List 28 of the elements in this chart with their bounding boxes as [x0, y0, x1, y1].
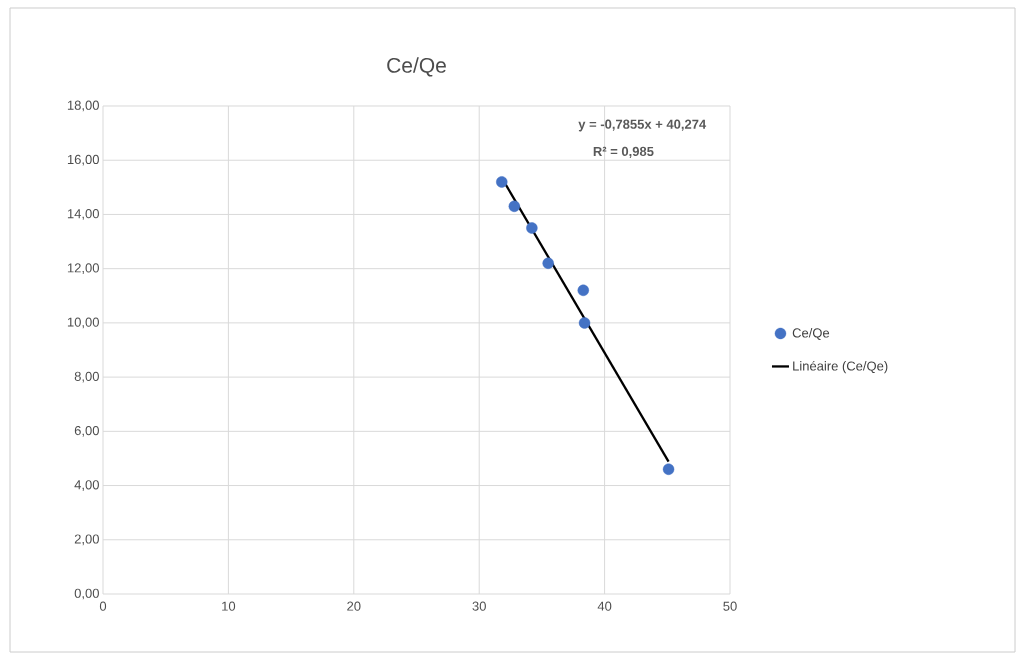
- point: [496, 176, 508, 188]
- point: [508, 200, 521, 213]
- point: [578, 317, 591, 329]
- x-tick-label: 40: [597, 601, 612, 611]
- chart-title: Ce/Qe: [387, 57, 446, 77]
- y-tick-label: 4,00: [74, 480, 99, 491]
- annotation: R² = 0,985: [593, 146, 654, 158]
- legend-label: Linéaire (Ce/Qe): [793, 360, 888, 374]
- point: [577, 284, 589, 297]
- legend-label: Ce/Qe: [792, 328, 830, 340]
- x-tick-label: 10: [222, 601, 236, 611]
- x-tick-label: 0: [99, 601, 107, 611]
- annotation: y = -0,7855x + 40,274: [578, 119, 707, 132]
- y-tick-label: 16,00: [67, 154, 99, 166]
- x-tick-label: 20: [347, 601, 361, 611]
- y-tick-label: 14,00: [67, 209, 99, 220]
- y-tick-label: 10,00: [67, 317, 99, 329]
- y-tick-label: 18,00: [67, 100, 99, 112]
- point: [542, 257, 554, 269]
- y-tick-label: 8,00: [74, 371, 99, 383]
- x-tick-label: 50: [723, 601, 737, 611]
- y-tick-label: 2,00: [74, 534, 99, 546]
- y-tick-label: 6,00: [74, 425, 99, 437]
- y-tick-label: 0,00: [74, 588, 99, 600]
- y-tick-label: 12,00: [67, 263, 99, 275]
- point: [526, 222, 538, 234]
- x-tick-label: 30: [472, 601, 486, 611]
- point: [662, 463, 675, 475]
